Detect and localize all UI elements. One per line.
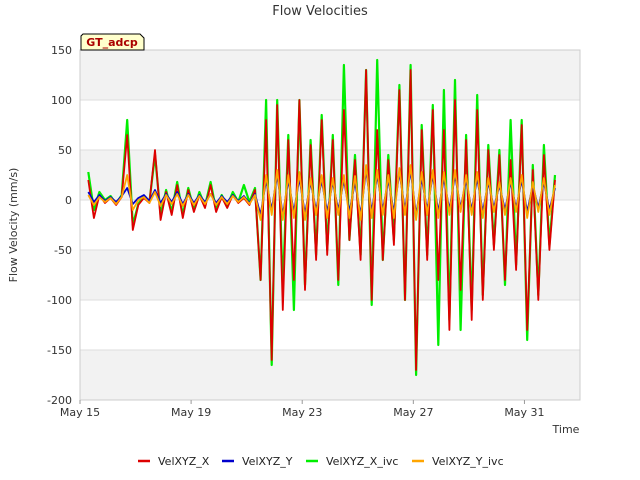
x-tick-label: May 15 bbox=[60, 406, 100, 419]
series-line-velxyz-x bbox=[87, 69, 556, 371]
series-line-velxyz-y-ivc bbox=[87, 164, 556, 221]
plot-band bbox=[80, 50, 580, 100]
plot-band bbox=[80, 100, 580, 150]
y-tick-label: 0 bbox=[65, 194, 72, 207]
chart-title: Flow Velocities bbox=[272, 4, 368, 19]
legend-label: VelXYZ_X bbox=[158, 455, 210, 468]
plot-band bbox=[80, 250, 580, 300]
site-label-background bbox=[80, 33, 145, 51]
x-tick-label: May 19 bbox=[171, 406, 211, 419]
y-tick-label: -50 bbox=[54, 244, 72, 257]
x-tick-label: May 27 bbox=[393, 406, 433, 419]
y-tick-label: 150 bbox=[51, 44, 72, 57]
plot-bands bbox=[80, 50, 580, 400]
legend: VelXYZ_X VelXYZ_Y VelXYZ_X_ivc VelXYZ_Y_ivc bbox=[138, 455, 504, 468]
y-tick-label: 50 bbox=[58, 144, 72, 157]
y-tick-label: -150 bbox=[47, 344, 72, 357]
legend-label: VelXYZ_Y bbox=[242, 455, 293, 468]
x-axis-ticks: May 15 May 19 May 23 May 27 May 31 bbox=[60, 400, 545, 419]
y-axis-ticks: -200 -150 -100 -50 0 50 100 150 bbox=[47, 44, 72, 407]
legend-label: VelXYZ_X_ivc bbox=[326, 455, 398, 468]
plot-frame bbox=[79, 49, 581, 401]
y-tick-label: -100 bbox=[47, 294, 72, 307]
series-layer bbox=[87, 58, 557, 377]
plot-band bbox=[80, 350, 580, 400]
y-axis-title: Flow Velocity (mm/s) bbox=[7, 168, 20, 283]
site-label-box: GT_adcp bbox=[80, 33, 145, 51]
series-line-velxyz-x-ivc bbox=[87, 58, 557, 377]
y-tick-label: -200 bbox=[47, 394, 72, 407]
y-tick-label: 100 bbox=[51, 94, 72, 107]
site-label-text: GT_adcp bbox=[86, 36, 138, 49]
legend-label: VelXYZ_Y_ivc bbox=[432, 455, 504, 468]
plot-band bbox=[80, 300, 580, 350]
x-axis-title: Time bbox=[552, 423, 580, 436]
x-tick-label: May 31 bbox=[504, 406, 544, 419]
x-tick-label: May 23 bbox=[282, 406, 322, 419]
